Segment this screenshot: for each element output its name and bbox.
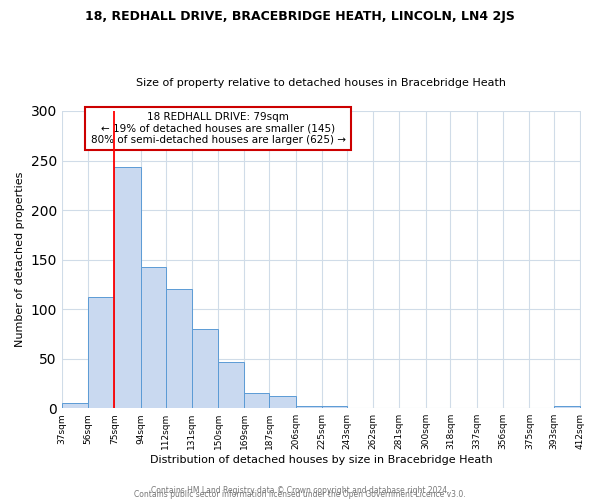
Text: 18, REDHALL DRIVE, BRACEBRIDGE HEATH, LINCOLN, LN4 2JS: 18, REDHALL DRIVE, BRACEBRIDGE HEATH, LI… <box>85 10 515 23</box>
Bar <box>115 168 140 408</box>
Bar <box>62 404 88 408</box>
Bar <box>322 406 347 408</box>
Bar <box>218 362 244 408</box>
Bar <box>166 290 192 408</box>
Bar <box>296 406 322 408</box>
X-axis label: Distribution of detached houses by size in Bracebridge Heath: Distribution of detached houses by size … <box>150 455 493 465</box>
Bar <box>244 394 269 408</box>
Text: 18 REDHALL DRIVE: 79sqm
← 19% of detached houses are smaller (145)
80% of semi-d: 18 REDHALL DRIVE: 79sqm ← 19% of detache… <box>91 112 346 145</box>
Bar <box>554 406 580 408</box>
Text: Contains public sector information licensed under the Open Government Licence v3: Contains public sector information licen… <box>134 490 466 499</box>
Y-axis label: Number of detached properties: Number of detached properties <box>15 172 25 348</box>
Text: Contains HM Land Registry data © Crown copyright and database right 2024.: Contains HM Land Registry data © Crown c… <box>151 486 449 495</box>
Bar <box>269 396 296 408</box>
Title: Size of property relative to detached houses in Bracebridge Heath: Size of property relative to detached ho… <box>136 78 506 88</box>
Bar <box>140 266 166 408</box>
Bar <box>192 329 218 408</box>
Bar <box>88 298 115 408</box>
